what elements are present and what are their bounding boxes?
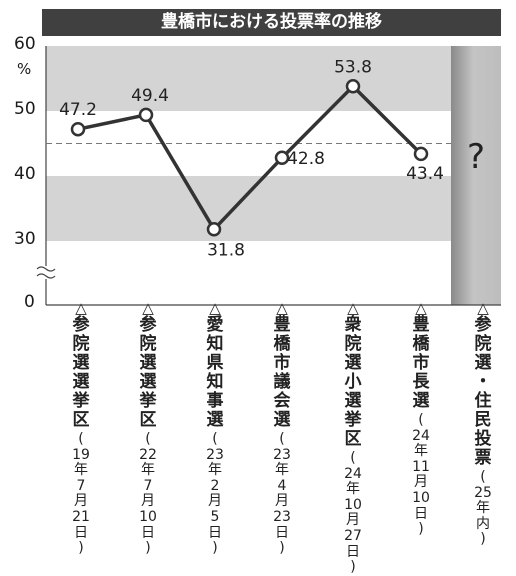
band-40-30	[46, 176, 451, 241]
category-marker: △	[347, 299, 359, 317]
category-date: ( 24 年 11 月 10 日 )	[412, 412, 430, 538]
axis-break-mark	[36, 266, 56, 279]
future-panel	[451, 46, 501, 305]
data-label-4: 42.8	[287, 149, 325, 169]
category-label-6: △ 豊 橋 市 長 選 ( 24 年 11 月 10 日 )	[406, 300, 436, 538]
category-label-3: △ 愛 知 県 知 事 選 ( 23 年 2 月 5 日 )	[200, 300, 230, 557]
data-label-6: 43.4	[406, 164, 444, 184]
chart-title: 豊橋市における投票率の推移	[161, 12, 382, 32]
category-date: ( 25 年 内 )	[474, 469, 492, 548]
category-date: ( 23 年 4 月 23 日 )	[273, 431, 291, 557]
data-label-2: 49.4	[131, 86, 169, 106]
category-label-4: △ 豊 橋 市 議 会 選 ( 23 年 4 月 23 日 )	[267, 300, 297, 557]
category-label-2: △ 参 院 選 選 挙 区 ( 22 年 7 月 10 日 )	[133, 300, 163, 557]
ytick-label-40: 40	[14, 164, 36, 184]
category-marker: △	[75, 299, 87, 317]
category-label-5: △ 衆 院 選 小 選 挙 区 ( 24 年 10 月 27 日 )	[338, 300, 368, 576]
category-name: 愛 知 県 知 事 選	[206, 315, 224, 430]
category-label-1: △ 参 院 選 選 挙 区 ( 19 年 7 月 21 日 )	[66, 300, 96, 557]
category-date: ( 22 年 7 月 10 日 )	[139, 431, 157, 557]
ytick-label-60: 60	[14, 34, 36, 54]
category-name: 豊 橋 市 議 会 選	[273, 315, 291, 430]
category-name: 豊 橋 市 長 選	[412, 315, 430, 411]
chart-title-bar	[42, 9, 501, 36]
category-name: 衆 院 選 小 選 挙 区	[344, 315, 362, 449]
category-marker: △	[415, 299, 427, 317]
data-point-3	[206, 222, 222, 237]
category-marker: △	[276, 299, 288, 317]
data-point-2	[138, 107, 154, 123]
data-label-5: 53.8	[334, 57, 372, 77]
data-label-3: 31.8	[207, 240, 245, 260]
ytick-label-30: 30	[14, 229, 36, 249]
category-label-7: △ 参 院 選 ・ 住 民 投 票 ( 25 年 内 )	[468, 300, 498, 548]
plot-area: ? 47.2 49.4 31.8 42.8 53.8 43.4	[36, 46, 501, 306]
data-label-1: 47.2	[59, 100, 97, 120]
ytick-label-50: 50	[14, 99, 36, 119]
future-question-mark: ?	[467, 137, 485, 177]
category-date: ( 24 年 10 月 27 日 )	[344, 450, 362, 576]
category-marker: △	[477, 299, 489, 317]
category-date: ( 23 年 2 月 5 日 )	[206, 431, 224, 557]
category-name: 参 院 選 選 挙 区	[139, 315, 157, 430]
category-date: ( 19 年 7 月 21 日 )	[72, 431, 90, 557]
data-point-5	[345, 79, 361, 94]
turnout-chart: 豊橋市における投票率の推移 ? 47.2 49.4 31.8 42.8 53.8 43.4…	[14, 9, 501, 575]
data-point-4	[274, 150, 290, 166]
category-marker: △	[142, 299, 154, 317]
category-name: 参 院 選 ・ 住 民 投 票	[474, 315, 492, 468]
category-marker: △	[209, 299, 221, 317]
band-60-50	[46, 46, 451, 111]
series-line	[77, 84, 423, 232]
y-unit-label: %	[17, 60, 32, 78]
data-point-1	[70, 121, 86, 137]
category-name: 参 院 選 選 挙 区	[72, 315, 90, 430]
data-point-6	[413, 146, 429, 162]
ytick-label-0: 0	[24, 292, 35, 312]
